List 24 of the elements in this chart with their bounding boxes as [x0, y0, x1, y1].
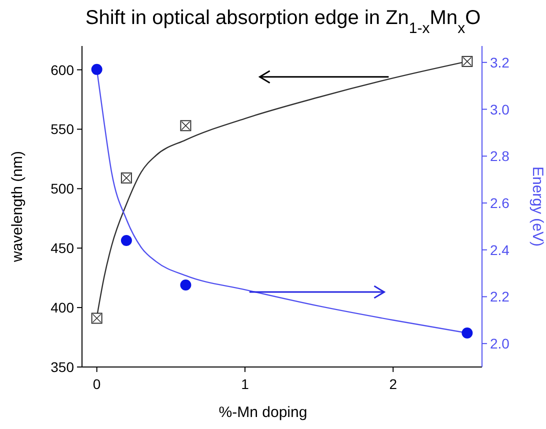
point	[462, 328, 473, 339]
y-tick-label: 600	[50, 62, 74, 78]
y2-tick-label: 2.4	[490, 242, 510, 258]
y2-tick-label: 3.0	[490, 101, 510, 118]
point	[91, 64, 102, 75]
y-tick-label: 500	[50, 180, 74, 197]
y2-axis-title: Energy (eV)	[529, 166, 546, 247]
x-tick-label: 0	[92, 376, 101, 392]
y2-tick-label: 3.2	[490, 54, 510, 70]
y2-tick-label: 2.2	[490, 288, 510, 305]
y-tick-label: 400	[50, 300, 74, 316]
y2-tick-label: 2.8	[490, 148, 510, 164]
x-axis-title: %-Mn doping	[218, 404, 308, 421]
x-tick-label: 1	[241, 376, 250, 392]
chart-title: Shift in optical absorption edge in Zn$_{1-x}$Mn$_{x}$O	[85, 7, 481, 36]
x-tick-label: 2	[389, 376, 398, 392]
y2-tick-label: 2.0	[490, 336, 510, 352]
y-tick-label: 350	[50, 359, 74, 375]
point	[120, 234, 132, 246]
y-tick-label: 550	[50, 121, 74, 138]
y-tick-label: 450	[50, 240, 74, 256]
y-axis-title: wavelength (nm)	[9, 151, 26, 263]
y2-tick-label: 2.6	[490, 194, 510, 211]
point	[180, 279, 192, 290]
